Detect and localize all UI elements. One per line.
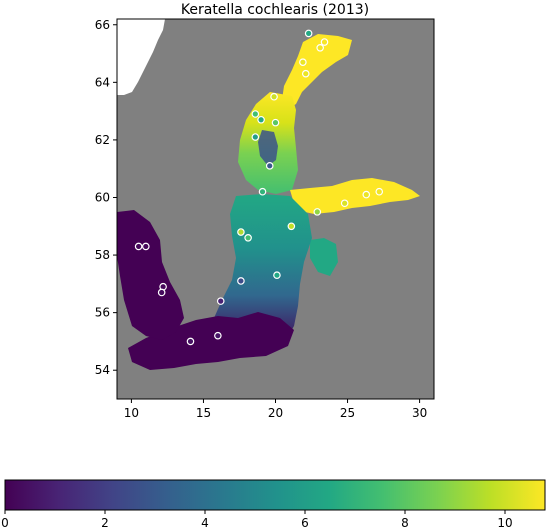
colorbar-tick-label: 6 <box>301 516 309 528</box>
station-marker <box>301 69 310 78</box>
station-marker <box>299 58 307 66</box>
station-marker <box>216 297 225 305</box>
x-tick-label: 15 <box>196 406 211 420</box>
station-marker <box>237 228 245 236</box>
station-marker <box>273 271 281 280</box>
nodata-area <box>117 19 165 95</box>
x-tick-label: 10 <box>124 406 139 420</box>
colorbar-tick-label: 8 <box>401 516 409 528</box>
station-marker <box>304 29 313 38</box>
station-marker <box>214 331 222 340</box>
colorbar-tick-label: 10 <box>497 516 512 528</box>
bothnian-bay-water <box>282 34 352 108</box>
station-markers <box>134 29 384 346</box>
colorbar: 0 2 4 6 8 10 <box>1 479 546 528</box>
colorbar-tick-label: 2 <box>101 516 109 528</box>
station-marker <box>265 162 274 170</box>
y-tick-label: 66 <box>95 18 110 32</box>
gulf-of-riga-water <box>310 238 338 276</box>
station-marker <box>258 187 267 196</box>
station-marker <box>271 118 280 127</box>
station-marker <box>251 133 260 141</box>
map-axes <box>117 19 434 399</box>
y-tick-label: 56 <box>95 306 110 320</box>
station-marker <box>340 199 349 208</box>
x-tick-label: 20 <box>268 406 283 420</box>
y-axis: 54 56 58 60 62 64 66 <box>95 18 117 377</box>
bothnian-sea-core <box>258 130 278 166</box>
gulf-of-finland-water <box>290 178 420 214</box>
station-marker <box>251 110 260 118</box>
y-tick-label: 58 <box>95 248 110 262</box>
x-tick-label: 25 <box>340 406 355 420</box>
y-tick-label: 54 <box>95 363 110 377</box>
station-marker <box>362 190 371 199</box>
station-marker <box>320 38 329 46</box>
colorbar-tick-label: 4 <box>201 516 209 528</box>
station-marker <box>316 43 324 52</box>
colorbar-gradient <box>4 479 546 511</box>
station-marker <box>257 115 265 124</box>
chart-title: Keratella cochlearis (2013) <box>181 2 369 18</box>
colorbar-tick-label: 0 <box>1 516 9 528</box>
colorbar-ticks: 0 2 4 6 8 10 <box>1 510 513 528</box>
kattegat-water <box>117 210 184 340</box>
southern-baltic-water <box>128 312 294 370</box>
station-marker <box>287 222 296 231</box>
station-marker <box>157 288 166 297</box>
y-tick-label: 60 <box>95 190 110 204</box>
x-axis: 10 15 20 25 30 <box>124 399 427 420</box>
y-tick-label: 64 <box>95 75 110 89</box>
station-marker <box>142 242 150 251</box>
station-marker <box>244 233 252 242</box>
station-marker <box>375 187 384 196</box>
station-marker <box>186 337 195 346</box>
y-tick-label: 62 <box>95 133 110 147</box>
station-marker <box>237 277 245 285</box>
station-marker <box>313 208 322 216</box>
station-marker <box>134 242 143 251</box>
station-marker <box>270 92 278 101</box>
x-tick-label: 30 <box>412 406 427 420</box>
